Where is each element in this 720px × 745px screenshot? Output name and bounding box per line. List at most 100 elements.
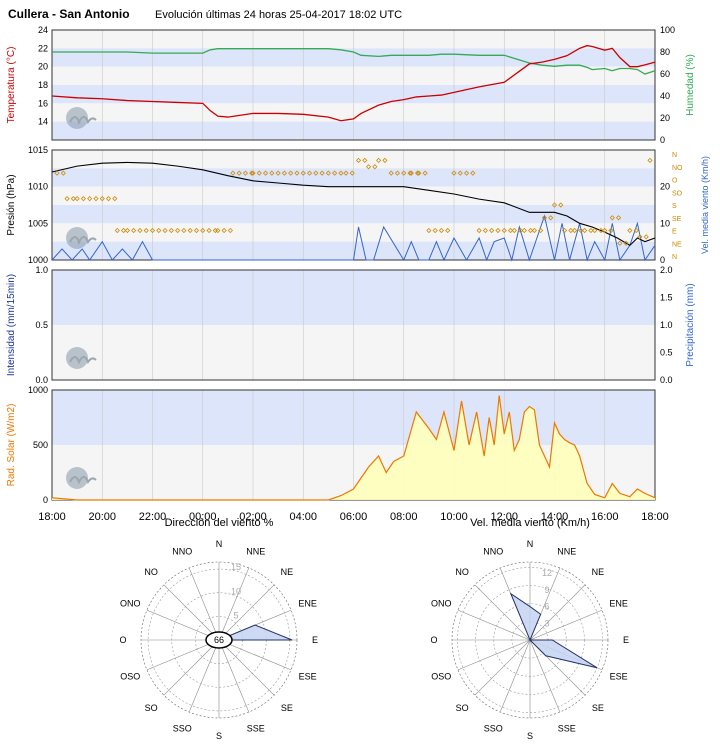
wind-dir-point <box>643 234 649 240</box>
y2-tick-label: 20 <box>660 113 670 123</box>
wind-dir-point <box>349 170 355 176</box>
wind-dir-point <box>64 196 70 202</box>
wind-dir-point <box>332 170 338 176</box>
wind-dir-point <box>355 157 362 163</box>
wind-dir-point <box>476 227 482 234</box>
rose-direction-label: NE <box>592 567 605 577</box>
y-tick-label: 16 <box>38 98 48 108</box>
wind-dir-point <box>609 215 615 221</box>
y-tick-label: 0.5 <box>35 320 48 330</box>
wind-dir-point <box>114 227 120 234</box>
y-axis-label: Presión (hPa) <box>6 174 17 235</box>
wind-dir-point <box>250 170 256 176</box>
wind-dir-point <box>558 202 564 208</box>
rose-ring <box>451 561 609 719</box>
chart-subtitle: Evolución últimas 24 horas 25-04-2017 18… <box>155 9 402 21</box>
x-tick-label: 16:00 <box>591 511 619 523</box>
panel-precipitation: 0.0 0.5 1.0 0.0 0.5 1.0 1.5 2.0 Intensidad (mm/1… <box>6 265 696 385</box>
rose-spoke <box>218 639 292 671</box>
rose-direction-label: SE <box>592 703 604 713</box>
dir-label: N <box>672 152 677 159</box>
rose-spoke <box>218 584 275 641</box>
y2-tick-label: 2.0 <box>660 265 673 275</box>
wind-dir-point <box>470 170 476 176</box>
rose-direction-label: E <box>312 635 318 645</box>
wind-dir-point <box>637 234 643 240</box>
wind-dir-point <box>200 227 206 234</box>
logo-icon <box>66 467 97 489</box>
wind-dir-point <box>230 170 236 176</box>
panel-grid <box>101 270 606 380</box>
y2-tick-label: 1.5 <box>660 293 673 303</box>
wind-dir-point <box>551 202 558 208</box>
wind-dir-point <box>598 227 604 234</box>
wind-dir-point <box>313 170 319 176</box>
y-tick-label: 1005 <box>28 218 48 228</box>
y-tick-label: 20 <box>38 62 48 72</box>
wind-dir-point <box>616 215 622 221</box>
temperature-line <box>51 44 656 122</box>
wind-dir-point <box>306 170 313 176</box>
dir-label: SE <box>672 216 682 223</box>
wind-dir-point <box>70 196 76 202</box>
rose-spoke <box>146 609 220 641</box>
dir-label: E <box>672 229 677 236</box>
logo-icon <box>66 107 97 129</box>
wind-dir-point <box>407 170 413 176</box>
rose-direction-label: NNE <box>557 546 576 556</box>
wind-dir-point <box>394 170 401 176</box>
wind-dir-point <box>137 227 143 234</box>
wind-dir-point <box>319 170 325 176</box>
wind-dir-point <box>432 227 438 234</box>
station-title: Cullera - San Antonio <box>8 7 130 21</box>
humidity-line <box>52 48 656 75</box>
panel-grid <box>101 150 606 260</box>
rose-direction-label: ENE <box>298 598 317 608</box>
dir-label: NO <box>672 165 683 172</box>
wind-dir-point <box>608 227 614 234</box>
rose-spoke <box>218 639 250 713</box>
y-tick-label: 500 <box>33 440 48 450</box>
wind-dir-point <box>99 196 105 202</box>
panel-pressure_wind: 1000 1005 1010 1015 0 10 20 N NO O SO S SE E NE N Presió… <box>6 145 710 265</box>
rose-direction-label: NO <box>455 567 469 577</box>
rose-spoke <box>218 639 275 696</box>
rose-ring-label: 6 <box>544 602 549 612</box>
wind-dir-point <box>60 170 66 176</box>
wind-dir-point <box>572 227 578 234</box>
rose-spoke <box>529 609 603 641</box>
wind-dir-point <box>149 227 156 234</box>
rose-spoke <box>163 639 220 696</box>
x-tick-label: 20:00 <box>88 511 116 523</box>
wind-dir-point <box>143 227 149 234</box>
wind-dir-point <box>181 227 187 234</box>
y-tick-label: 22 <box>38 43 48 53</box>
rose-spoke <box>163 584 220 641</box>
wind-dir-point <box>112 196 118 202</box>
wind-dir-point <box>582 227 588 234</box>
rose-spoke <box>188 567 220 641</box>
y2-tick-label: 0.5 <box>660 348 673 358</box>
wind-dir-point <box>80 196 86 202</box>
wind-dir-point <box>588 227 594 234</box>
y-tick-label: 0.0 <box>35 375 48 385</box>
panel-solar: 0 500 1000 Rad. Solar (W/m2) <box>6 385 656 505</box>
wind-dir-point <box>518 227 524 234</box>
rose-direction-label: NO <box>144 567 158 577</box>
wind-dir-point <box>281 170 287 176</box>
y2-tick-label: 0 <box>660 255 665 265</box>
x-tick-label: 02:00 <box>239 511 267 523</box>
rose-polygon <box>218 624 293 641</box>
x-tick-label: 12:00 <box>490 511 518 523</box>
wind-dir-point <box>531 227 537 234</box>
rose-direction-label: NE <box>281 567 294 577</box>
wind-dir-point <box>511 227 517 234</box>
y-axis-label: Rad. Solar (W/m2) <box>6 404 17 487</box>
wind-dir-point <box>338 170 344 176</box>
rose-direction-label: E <box>623 635 629 645</box>
wind-dir-point <box>578 227 584 234</box>
wind-roses: Dirección del viento %NNNENEENEEESESESSE… <box>119 517 629 741</box>
wind-dir-point <box>521 227 527 234</box>
